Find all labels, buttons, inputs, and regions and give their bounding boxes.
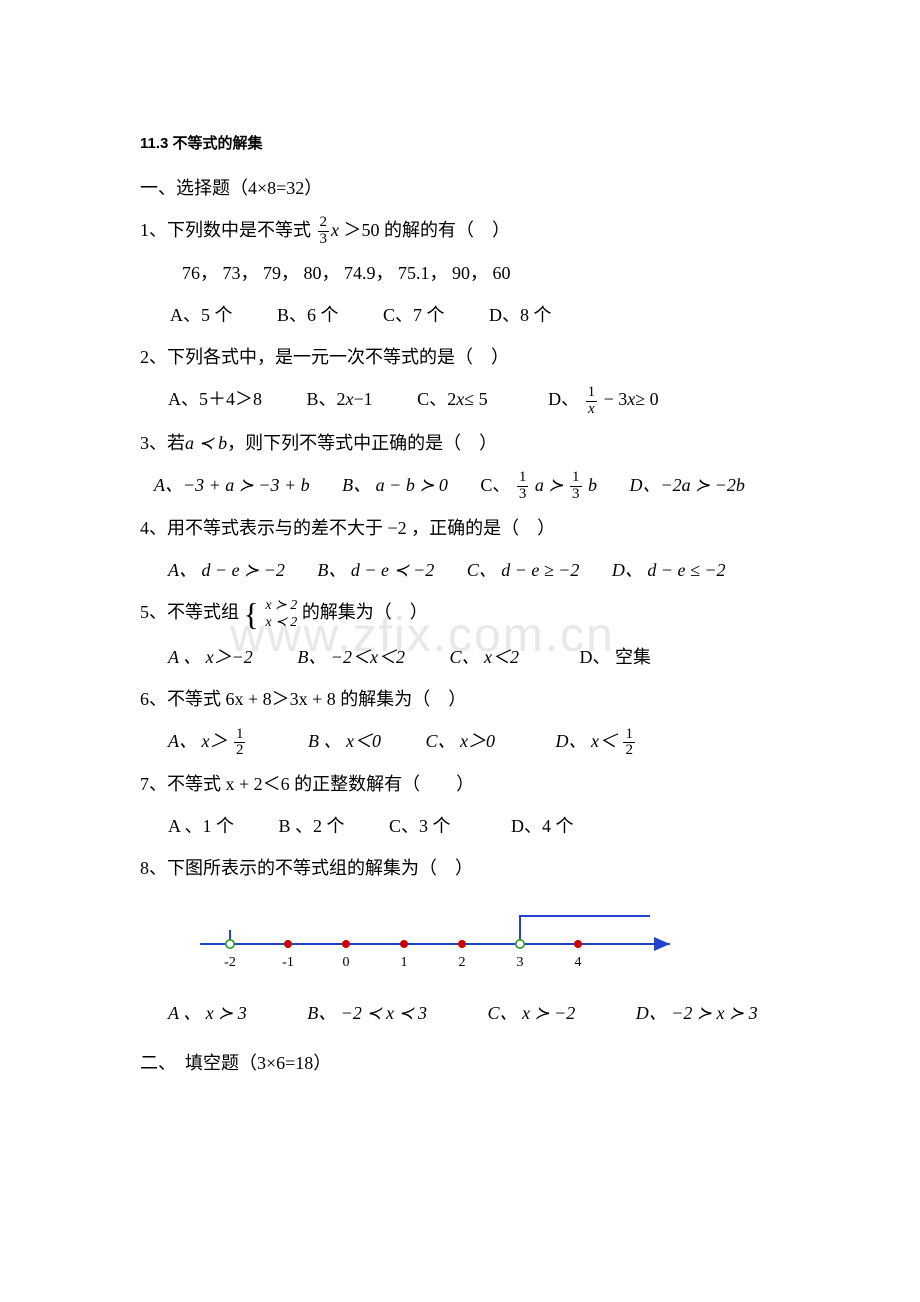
number-line-svg: -2 -1 0 1 2 3 4 <box>190 908 690 978</box>
q1-stem: 1、下列数中是不等式 2 3 x ＞50 的解的有（ ） <box>140 213 850 248</box>
section-title: 11.3 不等式的解集 <box>140 130 850 159</box>
svg-text:1: 1 <box>401 955 408 970</box>
q5-opt-d: D、 空集 <box>579 640 651 674</box>
q8-opt-c: C、 x ≻ −2 <box>488 996 576 1030</box>
q1-numbers: 76， 73， 79， 80， 74.9， 75.1， 90， 60 <box>140 256 850 290</box>
q7-options: A 、1 个 B 、2 个 C、3 个 D、4 个 <box>140 809 850 843</box>
q1-options: A、5 个 B、6 个 C、7 个 D、8 个 <box>140 298 850 332</box>
q2-options: A、5＋4＞8 B、2x−1 C、2x≤ 5 D、 1x − 3x≥ 0 <box>140 382 850 417</box>
q7-opt-b: B 、2 个 <box>279 809 345 843</box>
q1-x: x <box>331 220 339 240</box>
q2-stem: 2、下列各式中，是一元一次不等式的是（ ） <box>140 340 850 374</box>
svg-text:4: 4 <box>575 955 582 970</box>
q2-opt-c: C、2x≤ 5 <box>417 382 487 416</box>
q4-opt-a: A、 d − e ≻ −2 <box>168 553 285 587</box>
q8-options: A 、 x ≻ 3 B、 −2 ≺ x ≺ 3 C、 x ≻ −2 D、 −2 … <box>140 996 850 1030</box>
q7-opt-d: D、4 个 <box>511 809 574 843</box>
q1-opt-a: A、5 个 <box>170 298 233 332</box>
q5-opt-b: B、 −2＜x＜2 <box>297 640 405 674</box>
q1-opt-b: B、6 个 <box>277 298 339 332</box>
svg-text:2: 2 <box>459 955 466 970</box>
q2-opt-a: A、5＋4＞8 <box>168 382 262 416</box>
q6-opt-d: D、 x＜ 12 <box>555 724 637 759</box>
q2-opt-d: D、 1x − 3x≥ 0 <box>548 382 659 417</box>
q8-opt-b: B、 −2 ≺ x ≺ 3 <box>307 996 427 1030</box>
q4-opt-b: B、 d − e ≺ −2 <box>317 553 434 587</box>
svg-text:3: 3 <box>517 955 524 970</box>
svg-text:-1: -1 <box>282 955 294 970</box>
q5-opt-c: C、 x＜2 <box>449 640 519 674</box>
q4-opt-c: C、 d − e ≥ −2 <box>467 553 580 587</box>
q6-stem: 6、不等式 6x + 8＞3x + 8 的解集为（ ） <box>140 682 850 716</box>
q3-opt-c: C、 13 a ≻ 13 b <box>480 468 597 503</box>
q1-frac: 2 3 <box>318 215 330 248</box>
q6-opt-b: B 、 x＜0 <box>308 724 381 758</box>
q8-opt-d: D、 −2 ≻ x ≻ 3 <box>636 996 758 1030</box>
q4-options: A、 d − e ≻ −2 B、 d − e ≺ −2 C、 d − e ≥ −… <box>140 553 850 587</box>
svg-text:-2: -2 <box>224 955 236 970</box>
section2-heading: 二、 填空题（3×6=18） <box>140 1046 850 1080</box>
brace-icon: { <box>244 600 259 629</box>
number-line-figure: -2 -1 0 1 2 3 4 <box>140 894 850 988</box>
q5-stem: 5、不等式组 { x ≻ 2 x ≺ 2 的解集为（ ） <box>140 595 850 631</box>
q3-opt-a: A、−3 + a ≻ −3 + b <box>154 468 310 502</box>
q1-stem-a: 1、下列数中是不等式 <box>140 220 311 240</box>
q3-opt-d: D、−2a ≻ −2b <box>630 468 745 502</box>
q5-opt-a: A 、 x＞−2 <box>168 640 253 674</box>
q1-opt-d: D、8 个 <box>489 298 552 332</box>
q1-opt-c: C、7 个 <box>383 298 445 332</box>
q5-options: A 、 x＞−2 B、 −2＜x＜2 C、 x＜2 D、 空集 <box>140 640 850 674</box>
q7-stem: 7、不等式 x + 2＜6 的正整数解有（ ） <box>140 767 850 801</box>
q4-opt-d: D、 d − e ≤ −2 <box>612 553 726 587</box>
svg-text:0: 0 <box>343 955 350 970</box>
q7-opt-a: A 、1 个 <box>168 809 234 843</box>
q4-stem: 4、用不等式表示与的差不大于 −2 ，正确的是（ ） <box>140 511 850 545</box>
q1-stem-b: ＞50 的解的有（ ） <box>344 220 511 240</box>
q6-options: A、 x＞ 12 B 、 x＜0 C、 x＞0 D、 x＜ 12 <box>140 724 850 759</box>
q8-stem: 8、下图所表示的不等式组的解集为（ ） <box>140 851 850 885</box>
q8-opt-a: A 、 x ≻ 3 <box>168 996 247 1030</box>
q3-stem: 3、若a ≺ b，则下列不等式中正确的是（ ） <box>140 426 850 460</box>
q7-opt-c: C、3 个 <box>389 809 451 843</box>
q6-opt-a: A、 x＞ 12 <box>168 724 247 759</box>
q3-options: A、−3 + a ≻ −3 + b B、 a − b ≻ 0 C、 13 a ≻… <box>140 468 850 503</box>
q6-opt-c: C、 x＞0 <box>425 724 495 758</box>
section1-heading: 一、选择题（4×8=32） <box>140 171 850 205</box>
q2-opt-b: B、2x−1 <box>307 382 373 416</box>
q3-opt-b: B、 a − b ≻ 0 <box>342 468 448 502</box>
